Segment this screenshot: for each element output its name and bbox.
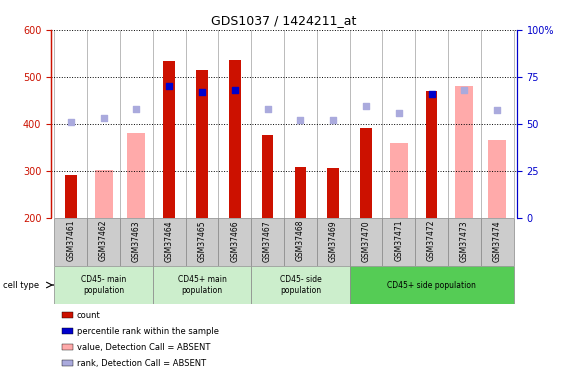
Point xyxy=(230,87,239,93)
Point xyxy=(66,119,76,125)
FancyBboxPatch shape xyxy=(349,266,513,304)
Point xyxy=(165,83,174,89)
FancyBboxPatch shape xyxy=(55,217,87,266)
Text: CD45+ main
population: CD45+ main population xyxy=(178,275,227,295)
Bar xyxy=(164,62,175,217)
Text: GSM37473: GSM37473 xyxy=(460,220,469,262)
Bar xyxy=(328,168,339,217)
FancyBboxPatch shape xyxy=(317,217,349,266)
Text: CD45+ side population: CD45+ side population xyxy=(387,280,476,290)
Point xyxy=(427,91,436,97)
Bar xyxy=(229,60,240,217)
Bar xyxy=(197,70,208,217)
Bar xyxy=(360,128,371,218)
Point xyxy=(329,117,338,123)
Bar xyxy=(295,167,306,218)
Bar xyxy=(390,142,408,218)
Bar xyxy=(456,86,473,218)
Text: GSM37463: GSM37463 xyxy=(132,220,141,262)
Bar xyxy=(426,91,437,218)
Text: GSM37466: GSM37466 xyxy=(230,220,239,262)
FancyBboxPatch shape xyxy=(120,217,153,266)
FancyBboxPatch shape xyxy=(55,266,153,304)
FancyBboxPatch shape xyxy=(251,266,349,304)
Text: CD45- main
population: CD45- main population xyxy=(81,275,126,295)
FancyBboxPatch shape xyxy=(186,217,219,266)
Point xyxy=(198,89,207,95)
Text: CD45- side
population: CD45- side population xyxy=(279,275,321,295)
FancyBboxPatch shape xyxy=(481,217,513,266)
FancyBboxPatch shape xyxy=(349,217,382,266)
Text: GSM37462: GSM37462 xyxy=(99,220,108,261)
Point xyxy=(361,103,370,109)
Text: rank, Detection Call = ABSENT: rank, Detection Call = ABSENT xyxy=(77,359,206,368)
Point xyxy=(460,87,469,93)
Point xyxy=(132,106,141,112)
FancyBboxPatch shape xyxy=(153,266,251,304)
Text: GSM37465: GSM37465 xyxy=(198,220,207,262)
Text: GSM37464: GSM37464 xyxy=(165,220,174,262)
FancyBboxPatch shape xyxy=(153,217,186,266)
Text: GSM37474: GSM37474 xyxy=(492,220,502,262)
Point xyxy=(492,106,502,112)
Text: GSM37470: GSM37470 xyxy=(361,220,370,262)
Text: GSM37467: GSM37467 xyxy=(263,220,272,262)
Bar xyxy=(65,176,77,217)
FancyBboxPatch shape xyxy=(448,217,481,266)
FancyBboxPatch shape xyxy=(284,217,317,266)
Point xyxy=(99,115,108,121)
Text: GSM37471: GSM37471 xyxy=(394,220,403,261)
FancyBboxPatch shape xyxy=(415,217,448,266)
Text: value, Detection Call = ABSENT: value, Detection Call = ABSENT xyxy=(77,343,210,352)
Point xyxy=(296,117,305,123)
Bar xyxy=(95,170,112,217)
Text: GSM37472: GSM37472 xyxy=(427,220,436,261)
Point xyxy=(263,106,272,112)
Text: percentile rank within the sample: percentile rank within the sample xyxy=(77,327,219,336)
Title: GDS1037 / 1424211_at: GDS1037 / 1424211_at xyxy=(211,15,357,27)
Text: cell type: cell type xyxy=(3,280,39,290)
Bar xyxy=(262,135,273,218)
Text: GSM37468: GSM37468 xyxy=(296,220,305,261)
FancyBboxPatch shape xyxy=(219,217,251,266)
FancyBboxPatch shape xyxy=(382,217,415,266)
Bar xyxy=(127,133,145,218)
FancyBboxPatch shape xyxy=(251,217,284,266)
FancyBboxPatch shape xyxy=(87,217,120,266)
Bar xyxy=(488,140,506,218)
Point xyxy=(394,110,403,116)
Text: GSM37469: GSM37469 xyxy=(329,220,338,262)
Text: count: count xyxy=(77,311,101,320)
Text: GSM37461: GSM37461 xyxy=(66,220,76,261)
